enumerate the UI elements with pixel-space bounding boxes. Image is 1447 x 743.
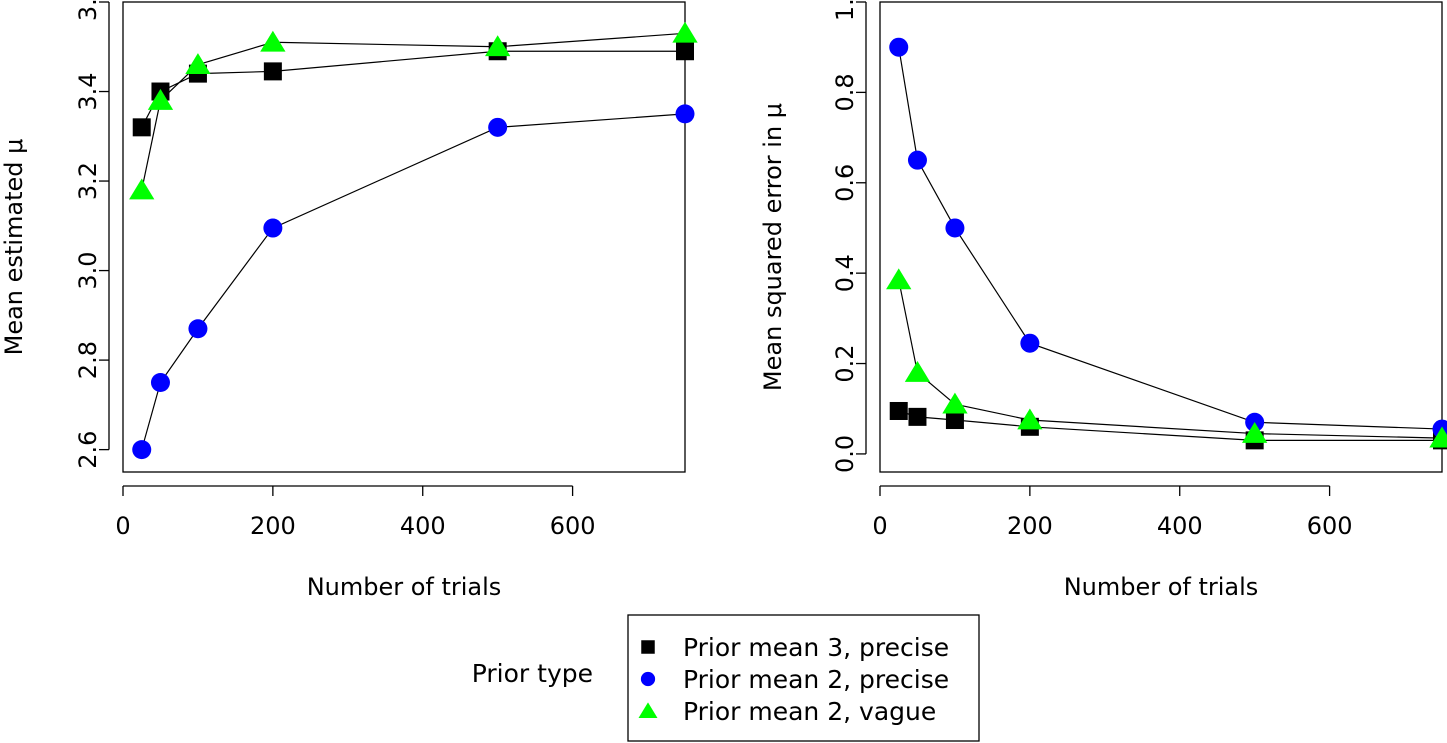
data-point-circle	[132, 440, 152, 460]
data-point-triangle	[1017, 408, 1043, 430]
data-point-triangle	[129, 178, 155, 200]
data-point-triangle	[1242, 422, 1268, 443]
data-point-triangle	[886, 268, 912, 290]
x-tick-label: 400	[400, 512, 446, 540]
series-line	[141, 50, 685, 128]
legend-label: Prior mean 2, vague	[683, 697, 936, 726]
y-axis-title: Mean squared error in μ	[759, 103, 787, 391]
y-tick-label: 2.6	[74, 431, 102, 469]
x-tick-label: 600	[1307, 512, 1353, 540]
legend-label: Prior mean 3, precise	[683, 633, 949, 662]
legend-triangle-icon	[638, 702, 658, 719]
data-point-circle	[945, 218, 965, 238]
data-point-circle	[263, 218, 283, 238]
plot-frame	[879, 1, 1443, 473]
y-tick-label: 1.0	[831, 0, 859, 21]
data-point-circle	[188, 319, 208, 339]
legend-title: Prior type	[472, 659, 593, 688]
series-line	[898, 279, 1443, 439]
y-tick-label: 3.0	[74, 251, 102, 289]
data-point-square	[945, 411, 964, 430]
y-tick-label: 0.4	[831, 254, 859, 292]
left-panel-mean-estimate: 0 200 400 600 Number of trials 2.6 2.8 3.0 3.2 3.…	[0, 0, 698, 601]
x-axis: 0 200 400 600 Number of trials	[115, 485, 596, 601]
y-tick-label: 0.8	[831, 73, 859, 111]
x-tick-label: 400	[1157, 512, 1203, 540]
y-tick-label: 3.6	[74, 0, 102, 21]
plot-frame	[122, 1, 686, 473]
data-point-square	[132, 118, 151, 137]
series-triangle	[886, 268, 1447, 448]
data-point-square	[263, 62, 282, 81]
data-point-circle	[907, 150, 927, 170]
series-line	[141, 113, 686, 450]
data-point-triangle	[185, 53, 211, 75]
legend-entries: Prior mean 3, precise Prior mean 2, preci…	[638, 633, 949, 726]
data-point-triangle	[147, 88, 174, 110]
data-point-circle	[150, 372, 170, 392]
series-circle	[132, 104, 695, 460]
y-axis: 0.0 0.2 0.4 0.6 0.8 1.0 Mean squared error in …	[759, 0, 867, 473]
legend-box	[627, 614, 980, 742]
data-point-circle	[675, 104, 695, 124]
data-point-triangle	[672, 21, 698, 43]
x-tick-label: 200	[250, 512, 296, 540]
series-line	[898, 47, 1443, 430]
data-point-circle	[889, 37, 909, 57]
x-tick-label: 200	[1007, 512, 1053, 540]
y-tick-label: 2.8	[74, 341, 102, 379]
y-tick-label: 0.0	[831, 435, 859, 473]
data-point-triangle	[260, 30, 286, 52]
series-circle	[889, 37, 1447, 439]
x-tick-label: 0	[872, 512, 887, 540]
legend-entry: Prior mean 2, precise	[640, 665, 949, 694]
y-tick-label: 0.2	[831, 344, 859, 382]
series-line	[141, 32, 686, 191]
x-axis-title: Number of trials	[307, 573, 502, 601]
data-point-circle	[488, 117, 508, 137]
data-point-circle	[1020, 333, 1040, 353]
legend-entry: Prior mean 2, vague	[638, 697, 936, 726]
x-axis-title: Number of trials	[1064, 573, 1259, 601]
series-square	[132, 42, 694, 137]
y-tick-label: 3.4	[74, 72, 102, 110]
legend-entry: Prior mean 3, precise	[641, 633, 949, 662]
data-point-square	[676, 42, 694, 61]
data-point-square	[889, 401, 908, 420]
legend-square-icon	[641, 640, 655, 654]
series-triangle	[129, 21, 698, 200]
x-tick-label: 600	[550, 512, 596, 540]
data-point-triangle	[485, 35, 511, 57]
y-axis-title: Mean estimated μ	[0, 139, 28, 356]
y-tick-label: 0.6	[831, 164, 859, 202]
data-point-square	[908, 407, 927, 426]
data-point-triangle	[942, 392, 968, 414]
data-point-triangle	[904, 361, 931, 382]
x-tick-label: 0	[115, 512, 130, 540]
legend-label: Prior mean 2, precise	[683, 665, 949, 694]
legend-circle-icon	[640, 671, 656, 687]
data-point-triangle	[1429, 426, 1447, 448]
y-axis: 2.6 2.8 3.0 3.2 3.4 3.6 Mean estimated μ	[0, 0, 110, 469]
y-tick-label: 3.2	[74, 162, 102, 200]
x-axis: 0 200 400 600 Number of trials	[872, 485, 1353, 601]
